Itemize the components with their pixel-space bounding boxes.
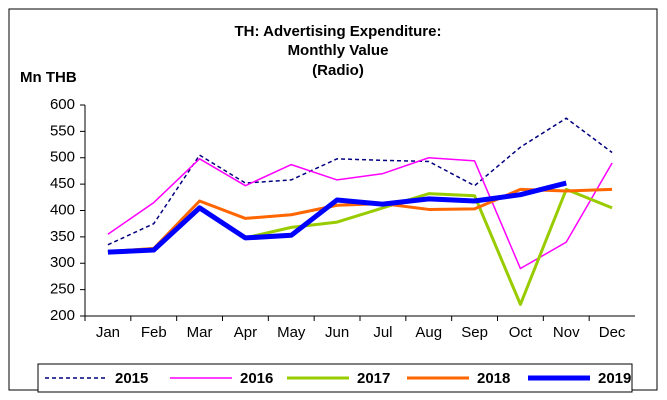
y-tick-label: 550 xyxy=(50,122,75,139)
y-tick-label: 400 xyxy=(50,201,75,218)
x-tick-label: May xyxy=(277,324,306,341)
y-tick-label: 300 xyxy=(50,254,75,271)
chart-title: (Radio) xyxy=(312,62,364,79)
y-tick-label: 350 xyxy=(50,228,75,245)
chart-title: Monthly Value xyxy=(288,42,389,59)
x-tick-label: Jun xyxy=(325,324,349,341)
x-tick-label: Aug xyxy=(415,324,442,341)
x-tick-label: Sep xyxy=(461,324,488,341)
chart-frame xyxy=(8,8,658,391)
y-tick-label: 450 xyxy=(50,175,75,192)
x-tick-label: Oct xyxy=(509,324,533,341)
x-tick-label: Dec xyxy=(599,324,626,341)
series-line xyxy=(107,180,567,255)
chart-title: TH: Advertising Expenditure: xyxy=(235,23,442,40)
x-tick-label: Apr xyxy=(234,324,257,341)
y-axis-label: Mn THB xyxy=(20,69,77,86)
x-tick-label: Jan xyxy=(96,324,120,341)
legend-label: 2017 xyxy=(357,370,390,387)
legend-label: 2015 xyxy=(115,370,148,387)
legend-label: 2016 xyxy=(240,370,273,387)
legend-label: 2019 xyxy=(598,370,631,387)
x-tick-label: Feb xyxy=(141,324,167,341)
y-tick-label: 600 xyxy=(50,96,75,113)
y-tick-label: 200 xyxy=(50,307,75,324)
x-tick-label: Nov xyxy=(553,324,580,341)
series-line xyxy=(107,157,613,270)
y-tick-label: 500 xyxy=(50,149,75,166)
x-tick-label: Mar xyxy=(187,324,213,341)
y-tick-label: 250 xyxy=(50,281,75,298)
x-tick-label: Jul xyxy=(373,324,392,341)
legend-label: 2018 xyxy=(477,370,510,387)
